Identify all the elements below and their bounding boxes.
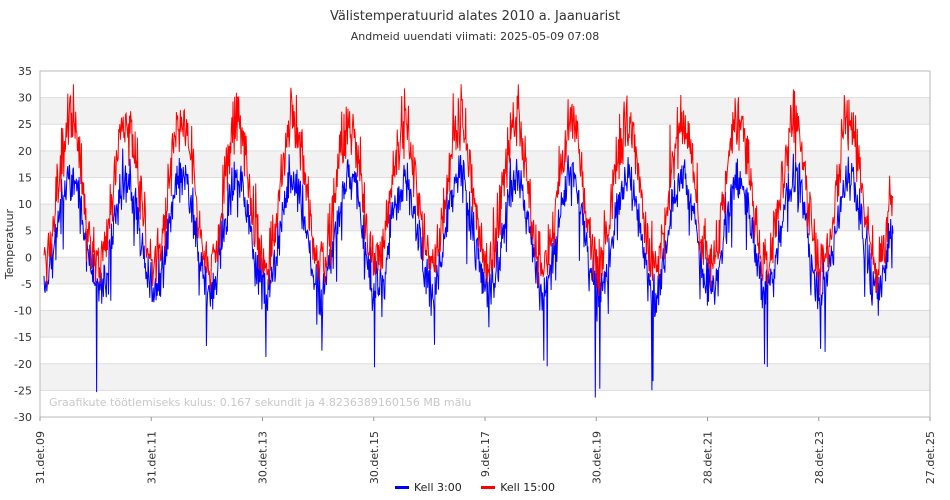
series-line-kell-15 [43,84,894,296]
render-time-note: Graafikute töötlemiseks kulus: 0.167 sek… [49,396,471,409]
chart-subtitle: Andmeid uuendati viimati: 2025-05-09 07:… [350,30,600,43]
legend-label-day: Kell 15:00 [500,481,555,494]
y-tick-label: -20 [14,358,32,371]
x-tick-label: 30.det.15 [368,431,381,484]
chart-legend: Kell 3:00 Kell 15:00 [0,481,950,494]
grid-band [40,204,930,231]
y-tick-label: 0 [25,251,32,264]
x-tick-label: 30.det.13 [257,431,270,484]
y-tick-label: 35 [18,65,32,78]
x-tick-label: 9.det.17 [479,431,492,477]
legend-item-night[interactable]: Kell 3:00 [395,481,462,494]
grid-band [40,363,930,391]
y-tick-label: 5 [25,225,32,238]
y-tick-label: -5 [21,278,32,291]
y-axis-label: Temperatuur [3,208,16,280]
y-tick-label: 10 [18,198,32,211]
legend-swatch-night [395,485,409,489]
x-tick-label: 30.det.19 [590,431,603,484]
y-tick-label: -10 [14,305,32,318]
grid-band [40,150,930,178]
legend-item-day[interactable]: Kell 15:00 [481,481,555,494]
y-tick-label: 15 [18,171,32,184]
x-tick-label: 31.det.11 [145,431,158,484]
legend-label-night: Kell 3:00 [414,481,462,494]
y-tick-label: 25 [18,118,32,131]
y-tick-label: -30 [14,411,32,424]
x-tick-label: 28.det.23 [813,431,826,484]
y-tick-label: 20 [18,145,32,158]
x-tick-label: 27.det.25 [924,431,937,484]
grid-band [40,97,930,125]
y-tick-label: 30 [18,92,32,105]
chart-title: Välistemperatuurid alates 2010 a. Jaanua… [329,9,621,24]
x-tick-label: 31.det.09 [34,431,47,484]
y-tick-label: -15 [14,331,32,344]
y-tick-label: -25 [14,384,32,397]
series-line-kell-3 [43,148,894,398]
x-tick-label: 28.det.21 [702,431,715,484]
legend-swatch-day [481,485,496,489]
grid-band [40,310,930,338]
